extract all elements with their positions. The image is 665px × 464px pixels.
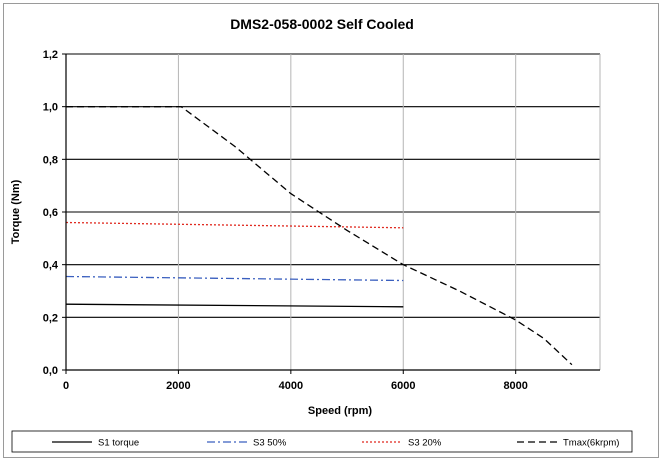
legend-label-2: S3 20% — [408, 438, 442, 449]
axis-layer: 0,0 0,2 0,4 0,6 0,8 1,0 1,2 0 2000 4000 6000 8000 — [43, 49, 600, 392]
x-tick-label: 6000 — [391, 380, 415, 392]
y-tick-label: 0,0 — [43, 365, 58, 377]
chart-title: DMS2-058-0002 Self Cooled — [230, 16, 414, 32]
y-tick-label: 1,2 — [43, 49, 58, 61]
x-tick-label: 8000 — [503, 380, 527, 392]
legend-label-1: S3 50% — [253, 438, 287, 449]
y-axis-label: Torque (Nm) — [10, 179, 22, 244]
x-axis-label: Speed (rpm) — [308, 405, 373, 417]
legend-label-0: S1 torque — [98, 438, 139, 449]
x-tick-label: 0 — [63, 380, 69, 392]
y-tick-label: 0,8 — [43, 154, 58, 166]
y-tick-label: 1,0 — [43, 102, 58, 114]
y-tick-label: 0,4 — [43, 260, 59, 272]
x-tick-label: 4000 — [279, 380, 303, 392]
chart-frame: DMS2-058-0002 Self Cooled 0,0 0,2 0,4 0,6 0,… — [3, 3, 659, 458]
y-tick-label: 0,6 — [43, 207, 58, 219]
legend-label-3: Tmax(6krpm) — [563, 438, 619, 449]
y-tick-label: 0,2 — [43, 312, 58, 324]
series-layer — [65, 106, 573, 366]
series-line-2 — [65, 221, 404, 229]
x-tick-label: 2000 — [166, 380, 190, 392]
series-line-3 — [66, 106, 573, 366]
legend-box — [11, 430, 633, 453]
legend: S1 torque S3 50% S3 20% Tmax(6krpm) — [11, 430, 633, 453]
series-line-1 — [65, 275, 404, 282]
chart-svg: DMS2-058-0002 Self Cooled 0,00,20,40,60,… — [10, 16, 633, 453]
series-line-0 — [65, 303, 404, 308]
